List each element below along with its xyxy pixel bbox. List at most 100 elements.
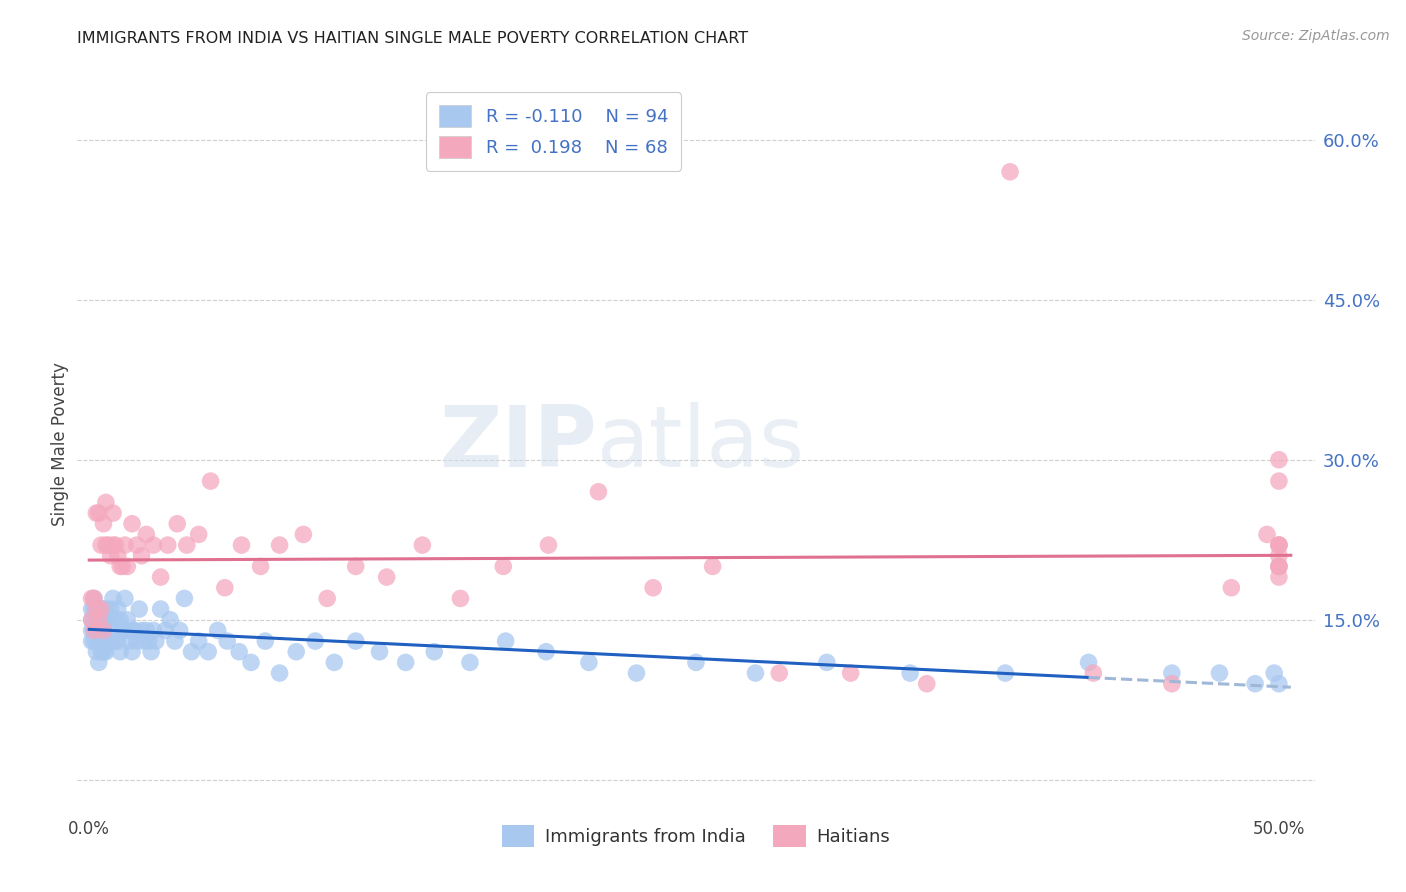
Point xyxy=(702,559,724,574)
Point xyxy=(86,602,108,616)
Point xyxy=(1083,666,1105,681)
Point xyxy=(1077,656,1099,670)
Point xyxy=(1268,538,1291,552)
Point xyxy=(83,613,105,627)
Point xyxy=(449,591,471,606)
Point xyxy=(269,666,291,681)
Point xyxy=(458,656,481,670)
Point xyxy=(1268,538,1291,552)
Point xyxy=(1220,581,1243,595)
Point xyxy=(125,634,148,648)
Point xyxy=(316,591,339,606)
Text: IMMIGRANTS FROM INDIA VS HAITIAN SINGLE MALE POVERTY CORRELATION CHART: IMMIGRANTS FROM INDIA VS HAITIAN SINGLE … xyxy=(77,31,748,46)
Point xyxy=(994,666,1017,681)
Text: ZIP: ZIP xyxy=(439,402,598,485)
Point xyxy=(117,559,139,574)
Point xyxy=(101,591,124,606)
Point xyxy=(86,506,108,520)
Point xyxy=(83,634,105,648)
Point xyxy=(90,624,112,638)
Point xyxy=(107,634,129,648)
Point xyxy=(121,516,143,531)
Point xyxy=(495,634,517,648)
Point xyxy=(101,624,124,638)
Point xyxy=(80,602,103,616)
Point xyxy=(108,645,131,659)
Point xyxy=(155,624,177,638)
Legend: Immigrants from India, Haitians: Immigrants from India, Haitians xyxy=(495,818,897,855)
Point xyxy=(643,581,665,595)
Point xyxy=(626,666,648,681)
Point xyxy=(104,613,127,627)
Point xyxy=(578,656,600,670)
Point xyxy=(231,538,253,552)
Point xyxy=(537,538,560,552)
Point xyxy=(534,645,557,659)
Point xyxy=(492,559,515,574)
Point xyxy=(90,602,112,616)
Point xyxy=(90,538,112,552)
Point xyxy=(125,538,148,552)
Point xyxy=(90,645,112,659)
Point xyxy=(114,624,136,638)
Point xyxy=(375,570,398,584)
Point xyxy=(101,538,124,552)
Point xyxy=(97,634,120,648)
Point xyxy=(87,602,110,616)
Point xyxy=(176,538,198,552)
Point xyxy=(86,624,108,638)
Point xyxy=(1263,666,1285,681)
Point xyxy=(217,634,239,648)
Point xyxy=(156,538,179,552)
Point xyxy=(93,645,115,659)
Point xyxy=(839,666,862,681)
Point xyxy=(90,613,112,627)
Point xyxy=(83,602,105,616)
Point xyxy=(344,634,367,648)
Point xyxy=(685,656,707,670)
Point xyxy=(187,634,209,648)
Text: atlas: atlas xyxy=(598,402,806,485)
Point xyxy=(292,527,315,541)
Point xyxy=(898,666,921,681)
Point xyxy=(107,602,129,616)
Point xyxy=(187,527,209,541)
Point xyxy=(998,165,1021,179)
Point xyxy=(142,538,165,552)
Point xyxy=(93,624,115,638)
Point xyxy=(93,624,115,638)
Point xyxy=(915,677,938,691)
Point xyxy=(94,495,117,509)
Point xyxy=(240,656,263,670)
Point xyxy=(138,634,160,648)
Point xyxy=(269,538,291,552)
Point xyxy=(142,624,165,638)
Point xyxy=(83,624,105,638)
Point xyxy=(411,538,433,552)
Point xyxy=(121,645,143,659)
Point xyxy=(97,538,120,552)
Point xyxy=(80,591,103,606)
Point xyxy=(132,634,155,648)
Point xyxy=(744,666,766,681)
Point xyxy=(304,634,326,648)
Point xyxy=(768,666,790,681)
Point xyxy=(87,613,110,627)
Point xyxy=(90,602,112,616)
Point xyxy=(87,613,110,627)
Point xyxy=(1268,559,1291,574)
Point xyxy=(1160,666,1182,681)
Point xyxy=(1160,677,1182,691)
Point xyxy=(111,624,134,638)
Point xyxy=(86,613,108,627)
Point xyxy=(94,613,117,627)
Point xyxy=(87,634,110,648)
Point xyxy=(108,559,131,574)
Point xyxy=(1244,677,1267,691)
Point xyxy=(80,613,103,627)
Point xyxy=(166,516,188,531)
Point xyxy=(169,624,191,638)
Point xyxy=(173,591,195,606)
Point xyxy=(180,645,202,659)
Point xyxy=(285,645,308,659)
